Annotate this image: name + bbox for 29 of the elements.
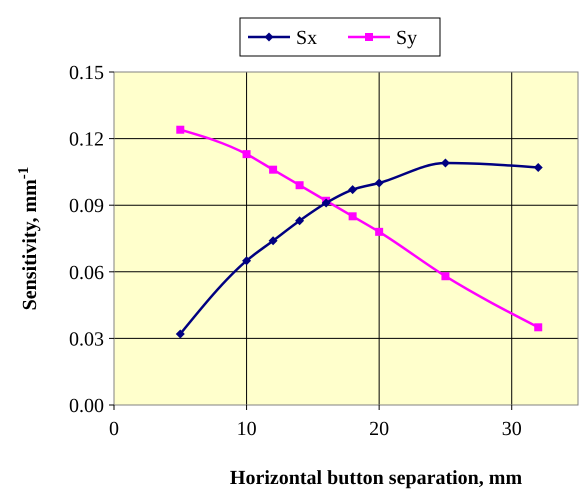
point bbox=[176, 329, 185, 338]
point bbox=[242, 256, 252, 266]
point bbox=[375, 228, 384, 236]
legend-label: Sy bbox=[396, 27, 418, 49]
point bbox=[295, 216, 304, 226]
y-tick-label: 0.03 bbox=[69, 328, 104, 350]
point bbox=[242, 150, 251, 158]
x-tick-label: 10 bbox=[236, 418, 257, 440]
y-tick-label: 0.15 bbox=[69, 62, 104, 84]
y-tick-label: 0.00 bbox=[69, 395, 104, 417]
y-tick-label: 0.12 bbox=[69, 128, 104, 151]
point bbox=[348, 185, 358, 194]
point bbox=[374, 178, 384, 188]
point bbox=[296, 181, 304, 190]
point bbox=[269, 166, 278, 174]
point bbox=[534, 162, 543, 172]
point bbox=[534, 323, 542, 332]
point bbox=[176, 126, 184, 134]
x-axis-title: Horizontal button separation, mm bbox=[230, 467, 522, 489]
point bbox=[268, 236, 278, 246]
point bbox=[441, 272, 450, 280]
x-tick-label: 30 bbox=[502, 418, 522, 440]
point bbox=[322, 198, 331, 208]
legend-label: Sx bbox=[296, 27, 318, 49]
point bbox=[348, 212, 357, 220]
x-tick-label: 0 bbox=[109, 418, 119, 440]
x-tick-label: 20 bbox=[369, 418, 390, 440]
y-tick-label: 0.09 bbox=[69, 195, 104, 218]
y-tick-label: 0.06 bbox=[69, 262, 104, 284]
